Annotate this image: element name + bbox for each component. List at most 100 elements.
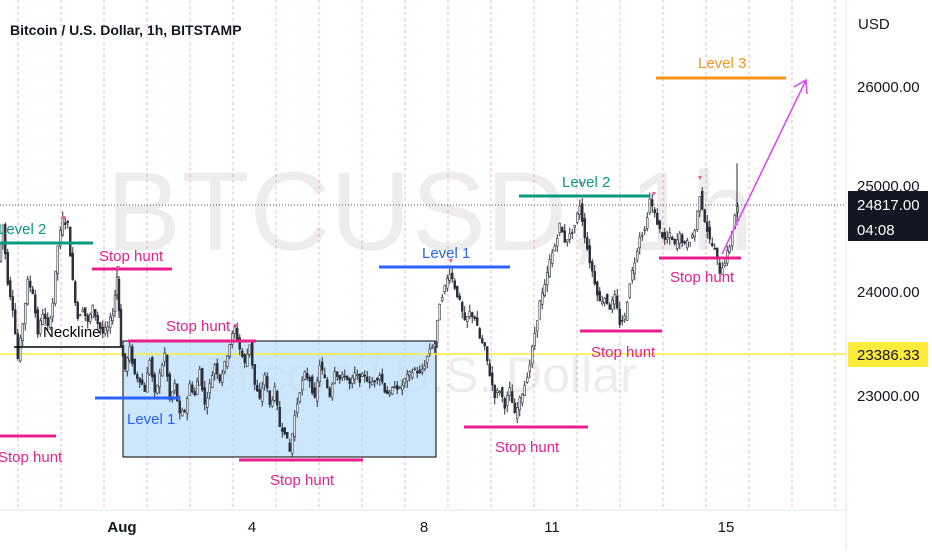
candle-body [61,217,64,236]
candle-body [448,273,451,281]
swing-marker: ▼ [448,258,455,265]
swing-markers: ▼ ▼ ▼ ▼ ▼ ▼ ▼ [61,175,704,330]
horizontal-line-value: 23386.33 [857,347,920,364]
candles [0,163,739,457]
candle-body [303,371,306,380]
candle-body [6,252,9,285]
candle-body [281,427,284,432]
candle-body [283,427,286,435]
candle-body [79,314,82,317]
drawings[interactable] [0,76,808,462]
candle-body [311,376,314,394]
candle-body [616,295,619,309]
candle-body [656,212,659,225]
candle-body [44,313,47,319]
candle-body [478,328,481,339]
candle-body [16,333,19,359]
chart-title: Bitcoin / U.S. Dollar, 1h, BITSTAMP [10,22,242,38]
candle-body [681,234,684,244]
label-stophunt-3: Stop hunt [270,472,335,489]
candle-body [708,226,711,240]
candle-body [408,371,411,377]
candle-body [538,300,541,320]
candle-body [46,317,49,327]
candle-body [521,393,524,404]
candle-body [141,379,144,385]
candle-body [59,230,62,247]
candle-body [318,365,321,383]
candle-body [718,262,721,274]
candle-body [39,320,42,334]
candle-body [573,224,576,228]
candle-body [148,360,151,375]
candle-body [191,384,194,393]
watermark-symbol: BTCUSD, 1h [106,149,753,274]
candle-body [178,400,181,414]
candle-body [308,377,311,382]
label-level1-mid: Level 1 [422,245,470,262]
candle-body [91,304,94,319]
candle-body [143,384,146,392]
candle-body [373,380,376,382]
candle-body [348,378,351,385]
candle-body [181,410,184,417]
candle-body [316,380,319,402]
candle-body [9,280,12,297]
candle-body [341,373,344,378]
candle-body [216,363,219,375]
candle-body [696,210,699,230]
arrow-head-icon [793,78,808,95]
candle-body [401,384,404,391]
candle-body [188,383,191,396]
candle-body [371,381,374,386]
candle-body [508,387,511,396]
projection-arrow[interactable] [721,79,807,255]
candle-body [398,386,401,389]
swing-marker: ▼ [233,323,240,330]
candle-body [286,432,289,439]
candle-body [591,261,594,272]
time-axis[interactable]: Aug 4 8 11 15 [0,509,846,536]
candle-body [461,302,464,312]
price-axis[interactable]: USD 26000.00 25000.00 24000.00 23000.00 … [845,0,928,550]
candle-body [153,374,156,393]
candle-body [71,252,74,280]
candle-body [273,386,276,401]
candle-body [598,291,601,302]
last-price-value: 24817.00 [857,197,920,214]
candle-body [728,246,731,253]
candle-body [701,190,704,210]
candle-body [531,346,534,365]
candle-body [258,389,261,399]
candle-body [481,338,484,343]
candle-body [688,242,691,247]
candle-body [368,381,371,384]
candle-body [563,230,566,243]
candle-body [117,279,121,312]
candle-body [361,373,364,377]
candle-body [128,345,131,361]
candle-body [533,333,536,346]
candle-body [353,372,356,380]
candle-body [441,297,444,301]
candle-body [29,280,32,288]
candle-body [26,279,29,305]
candle-body [351,376,354,384]
candle-body [623,315,626,320]
candle-body [136,374,139,379]
candle-body [94,309,97,317]
candle-body [511,391,514,403]
candle-body [166,354,169,377]
candle-body [346,375,349,380]
candle-body [546,272,549,286]
candle-body [411,372,414,378]
candle-body [126,357,129,372]
candle-body [193,391,196,396]
label-level2-mid: Level 2 [562,174,610,191]
candle-body [466,316,469,322]
time-tick-15: 15 [718,519,735,536]
candle-body [298,392,301,402]
candle-body [163,352,166,362]
